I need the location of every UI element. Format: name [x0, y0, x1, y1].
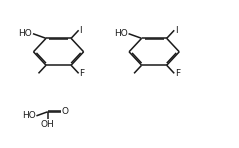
Text: HO: HO — [18, 29, 32, 38]
Text: F: F — [175, 69, 180, 78]
Text: HO: HO — [22, 111, 36, 120]
Text: I: I — [79, 26, 82, 35]
Text: O: O — [61, 107, 68, 116]
Text: OH: OH — [41, 120, 55, 129]
Text: F: F — [79, 69, 84, 78]
Text: HO: HO — [114, 29, 128, 38]
Text: I: I — [175, 26, 177, 35]
